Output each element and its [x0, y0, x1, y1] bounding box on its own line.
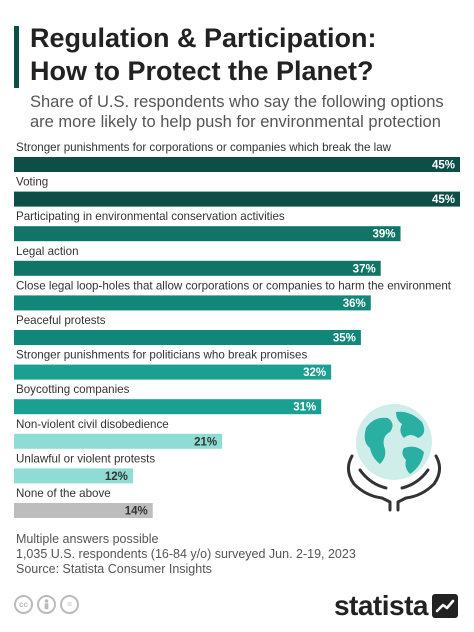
category-label: Voting — [16, 176, 48, 189]
statista-logo-text: statista — [333, 590, 429, 621]
bar-value-label: 35% — [333, 333, 356, 345]
bar-value-label: 37% — [353, 263, 376, 275]
footer-sample: 1,035 U.S. respondents (16-84 y/o) surve… — [16, 547, 356, 561]
creative-commons-icon[interactable]: cc — [14, 595, 33, 614]
category-label: Boycotting companies — [16, 383, 130, 396]
bar-value-label: 45% — [432, 160, 455, 172]
bar — [14, 399, 322, 415]
bar-value-label: 21% — [194, 436, 217, 448]
bar-value-label: 14% — [125, 506, 148, 518]
license-icons: cc = — [14, 595, 79, 614]
bar — [14, 330, 361, 345]
statista-logo[interactable]: statista — [334, 590, 458, 622]
category-label: None of the above — [16, 487, 111, 500]
chart-subtitle-line-1: Share of U.S. respondents who say the fo… — [30, 93, 444, 111]
category-label: Stronger punishments for corporations or… — [16, 141, 392, 154]
bar — [14, 364, 332, 380]
category-label: Legal action — [16, 245, 79, 258]
bar — [14, 433, 223, 449]
title-accent-bar — [14, 26, 19, 88]
bar — [14, 468, 133, 484]
attribution-icon[interactable] — [37, 595, 56, 614]
chart-subtitle: Share of U.S. respondents who say the fo… — [30, 92, 470, 132]
bar-value-label: 36% — [343, 298, 366, 310]
bar — [14, 260, 381, 276]
bar-value-label: 12% — [105, 471, 128, 483]
chart-title: Regulation & Participation: How to Prote… — [30, 22, 460, 88]
category-label: Peaceful protests — [16, 314, 106, 327]
bar-value-label: 39% — [373, 229, 396, 241]
bar-value-label: 31% — [293, 402, 316, 414]
category-label: Non-violent civil disobedience — [16, 418, 169, 431]
bar — [14, 226, 401, 242]
footer-note: Multiple answers possible — [16, 532, 159, 546]
bar-value-label: 32% — [303, 367, 326, 379]
globe-in-hands-icon — [347, 402, 441, 512]
chart-title-line-2: How to Protect the Planet? — [30, 56, 374, 86]
bar-value-label: 45% — [432, 194, 455, 206]
category-label: Participating in environmental conservat… — [16, 210, 285, 223]
bar — [14, 295, 371, 311]
category-label: Close legal loop-holes that allow corpor… — [16, 279, 452, 292]
statista-logo-icon — [432, 594, 458, 618]
bar — [14, 157, 460, 172]
category-label: Stronger punishments for politicians who… — [16, 349, 307, 362]
bar — [14, 503, 153, 518]
bar — [14, 191, 460, 207]
no-derivatives-icon[interactable]: = — [60, 595, 79, 614]
chart-footer: Multiple answers possible 1,035 U.S. res… — [16, 532, 356, 577]
chart-title-line-1: Regulation & Participation: — [30, 23, 377, 53]
footer-source: Source: Statista Consumer Insights — [16, 562, 212, 576]
chart-subtitle-line-2: are more likely to help push for environ… — [30, 113, 441, 131]
category-label: Unlawful or violent protests — [16, 452, 155, 465]
